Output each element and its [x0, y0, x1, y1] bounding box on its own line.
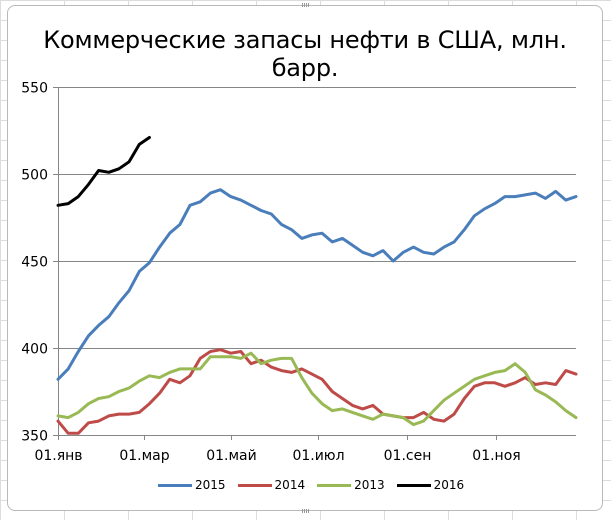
x-tick-label: 01.янв [34, 448, 82, 464]
legend-label: 2013 [354, 478, 385, 492]
gridlines [53, 87, 576, 436]
legend-item-2013: 2013 [317, 478, 385, 492]
series-line-2014 [56, 348, 578, 435]
legend-swatch-icon [158, 483, 192, 487]
axes: 350 400 450 500 550 01.янв 01.мар 01.май 01.июл 0… [21, 81, 520, 465]
legend-label: 2014 [274, 478, 306, 492]
y-tick-label: 550 [21, 81, 48, 97]
x-tick-label: 01.сен [384, 448, 432, 464]
legend-swatch-icon [237, 483, 272, 487]
series-line-2015 [56, 188, 578, 381]
y-tick-label: 350 [21, 429, 48, 445]
legend-label: 2015 [195, 478, 226, 492]
resize-handle-top[interactable] [302, 3, 310, 7]
series-line-2016 [56, 136, 151, 207]
legend-item-2015: 2015 [158, 478, 226, 492]
legend-swatch-icon [317, 483, 352, 487]
legend-item-2014: 2014 [237, 478, 306, 492]
x-tick-label: 01.мар [119, 448, 169, 464]
legend-swatch-icon [396, 483, 431, 487]
legend: 2015 2014 2013 2016 [158, 478, 476, 492]
x-tick-label: 01.ноя [472, 448, 520, 464]
x-tick-label: 01.май [206, 448, 257, 464]
y-tick-label: 450 [21, 255, 48, 271]
series-line-2013 [56, 351, 578, 427]
legend-item-2016: 2016 [396, 478, 465, 492]
y-tick-label: 500 [21, 168, 48, 184]
x-tick-label: 01.июл [292, 448, 344, 464]
legend-label: 2016 [433, 478, 465, 492]
chart-container[interactable]: Коммерческие запасы нефти в США, млн. ба… [7, 5, 603, 511]
chart-title: Коммерческие запасы нефти в США, млн. ба… [43, 26, 567, 82]
resize-handle-bottom[interactable] [302, 509, 310, 513]
y-tick-label: 400 [21, 342, 48, 358]
data-series [56, 136, 578, 435]
